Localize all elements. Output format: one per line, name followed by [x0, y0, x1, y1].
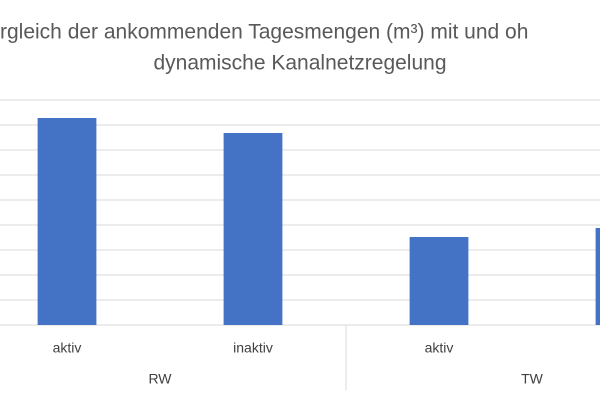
chart-title: rgleich der ankommenden Tagesmengen (m³)… — [0, 21, 528, 44]
bar — [223, 133, 283, 325]
x-tick-label: aktiv — [53, 340, 82, 356]
bar — [409, 237, 469, 325]
x-tick-label: inaktiv — [233, 340, 273, 356]
bar — [37, 118, 97, 325]
group-label: RW — [148, 371, 172, 387]
bar — [595, 228, 600, 325]
group-label: TW — [521, 371, 544, 387]
x-tick-label: aktiv — [425, 340, 454, 356]
chart-title: dynamische Kanalnetzregelung — [153, 52, 446, 75]
